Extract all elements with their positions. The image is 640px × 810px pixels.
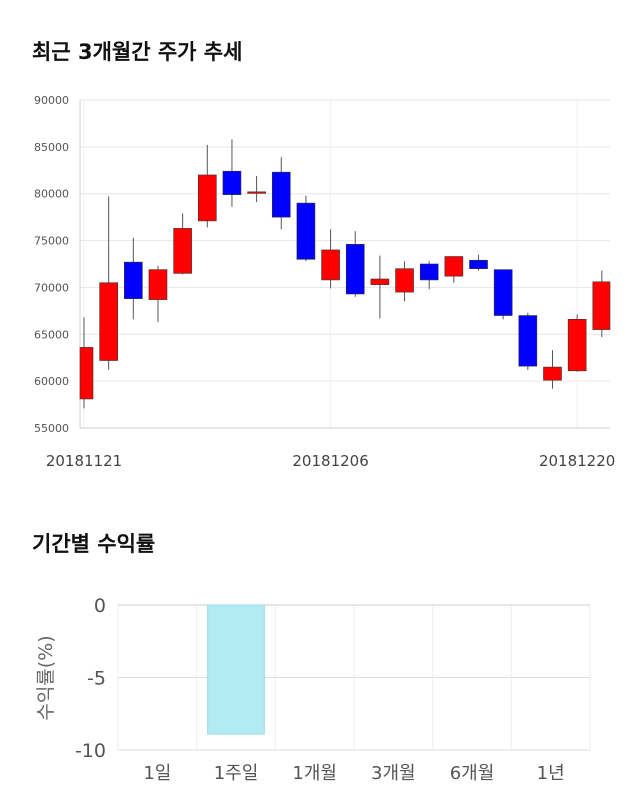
candle-body [543, 366, 562, 381]
candle [79, 317, 94, 409]
candlestick-chart: 90000 85000 80000 75000 70000 65000 60000 55000… [34, 94, 615, 470]
x-tick-label: 1년 [537, 763, 565, 784]
stock-trend-title: 최근 3개월간 주가 추세 [32, 40, 243, 64]
y-tick-label: 90000 [34, 94, 69, 107]
candle [271, 157, 291, 230]
candle-body [395, 268, 414, 293]
candle-body [370, 278, 390, 285]
candle [321, 229, 340, 289]
candle [469, 254, 488, 271]
candle [419, 261, 439, 290]
candle [197, 144, 217, 228]
candle-body [222, 170, 242, 195]
y-tick-label: -10 [75, 740, 106, 762]
y-tick-label: 55000 [34, 422, 69, 435]
x-tick-label: 1주일 [214, 763, 259, 784]
candle-body [567, 318, 587, 372]
candle [148, 265, 168, 323]
y-tick-label: 75000 [34, 235, 69, 248]
return-bar [207, 604, 265, 735]
candle-body [419, 263, 439, 281]
y-tick-label: 60000 [34, 375, 69, 388]
candle-body [321, 249, 340, 281]
candle-body [296, 202, 316, 260]
y-tick-label: 65000 [34, 328, 69, 341]
candle [543, 350, 562, 389]
candle-body [247, 191, 266, 194]
candle [592, 270, 611, 338]
candle-body [444, 256, 464, 277]
candle-body [173, 228, 192, 274]
y-tick-label: 80000 [34, 188, 69, 201]
candle [444, 256, 464, 283]
y-tick-label: 0 [94, 595, 106, 617]
candle [370, 255, 390, 319]
x-tick-label: 3개월 [371, 763, 416, 784]
returns-title: 기간별 수익률 [32, 532, 156, 556]
candle [296, 195, 316, 262]
candle-body [518, 315, 538, 367]
candle-body [124, 261, 143, 299]
candle-body [493, 269, 513, 316]
candle [493, 269, 513, 320]
x-tick-label: 20181220 [539, 452, 615, 470]
candle-body [592, 281, 611, 330]
x-tick-label: 1개월 [292, 763, 337, 784]
y-tick-label: 70000 [34, 281, 69, 294]
y-axis-label: 수익률(%) [35, 635, 57, 720]
candle [173, 213, 192, 275]
x-tick-label: 6개월 [450, 763, 495, 784]
candle-body [271, 171, 291, 218]
candle-body [197, 174, 217, 222]
y-tick-label: 85000 [34, 141, 69, 154]
candle-body [345, 244, 365, 295]
candle [567, 314, 587, 372]
candle [518, 312, 538, 370]
candle [222, 139, 242, 207]
candle [395, 261, 414, 302]
x-tick-label: 20181121 [46, 452, 122, 470]
x-tick-label: 20181206 [292, 452, 368, 470]
x-tick-label: 1일 [143, 763, 171, 784]
candle-body [469, 259, 488, 269]
candle-body [99, 282, 118, 361]
candle [124, 237, 143, 320]
candle [99, 196, 118, 370]
candle [247, 175, 266, 203]
candle-body [148, 269, 168, 300]
candle [345, 231, 365, 297]
y-tick-label: -5 [87, 668, 106, 690]
candle-body [79, 347, 94, 400]
